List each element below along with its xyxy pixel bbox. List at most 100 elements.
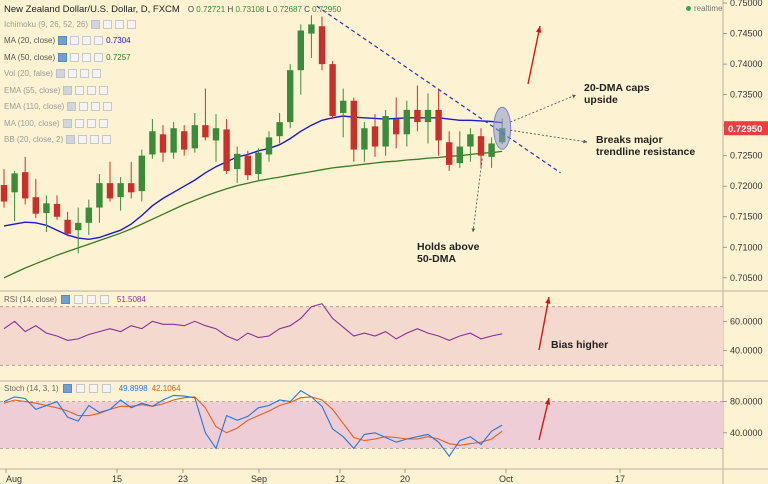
indicator-value: 0.7257 — [106, 52, 131, 62]
ohlc-close-key: C — [304, 5, 310, 14]
stoch-legend: Stoch (14, 3, 1) 49.8998 42.1064 — [4, 384, 181, 393]
candle-body — [234, 153, 241, 170]
rsi-legend: RSI (14, close) 51.5084 — [4, 295, 146, 304]
remove-icon[interactable] — [87, 85, 97, 95]
candle-body — [75, 222, 82, 231]
bias-arrow-rsi — [538, 296, 550, 351]
visibility-toggle-icon[interactable] — [91, 19, 101, 29]
more-icon[interactable] — [98, 118, 108, 128]
rsi-label[interactable]: RSI (14, close) — [4, 295, 57, 304]
settings-icon[interactable] — [103, 19, 113, 29]
indicator-name[interactable]: EMA (110, close) — [4, 102, 65, 111]
indicator-value: 0.7304 — [106, 36, 131, 45]
candle-body — [212, 128, 220, 141]
remove-icon[interactable] — [79, 69, 89, 78]
rsi-visibility-icon[interactable] — [60, 295, 70, 304]
bias-arrow-stoch — [538, 397, 550, 441]
candle-body — [181, 131, 188, 150]
settings-icon[interactable] — [70, 36, 80, 45]
stoch-more-icon[interactable] — [101, 384, 111, 393]
current-price-tag — [724, 121, 768, 136]
visibility-toggle-icon[interactable] — [62, 118, 72, 128]
indicator-name[interactable]: Vol (20, false) — [4, 69, 53, 78]
annotation-bias-higher-line: Bias higher — [551, 339, 608, 351]
indicator-row[interactable]: MA (20, close) 0.7304 — [4, 35, 131, 47]
settings-icon[interactable] — [70, 52, 80, 62]
ohlc-open-key: O — [187, 5, 195, 14]
indicator-row[interactable]: MA (100, close) — [4, 117, 108, 129]
settings-icon[interactable] — [75, 85, 85, 95]
indicator-row[interactable]: MA (50, close) 0.7257 — [4, 51, 131, 63]
candle-body — [329, 64, 336, 116]
annotation-breaks-trendline-line: trendline resistance — [596, 146, 695, 158]
stoch-settings-icon[interactable] — [75, 384, 85, 393]
more-icon[interactable] — [103, 102, 113, 111]
visibility-toggle-icon[interactable] — [55, 69, 65, 78]
indicator-name[interactable]: MA (50, close) — [4, 52, 56, 62]
indicator-row[interactable]: Ichimoku (9, 26, 52, 26) — [4, 18, 137, 30]
visibility-toggle-icon[interactable] — [58, 36, 68, 45]
stoch-label[interactable]: Stoch (14, 3, 1) — [4, 384, 59, 393]
candle-body — [488, 143, 495, 157]
stoch-remove-icon[interactable] — [88, 384, 98, 393]
candle-body — [371, 126, 379, 147]
indicator-name[interactable]: Ichimoku (9, 26, 52, 26) — [4, 19, 89, 29]
stoch-tick-label: 40.0000 — [730, 428, 763, 438]
visibility-toggle-icon[interactable] — [63, 85, 73, 95]
candle-body — [32, 197, 39, 214]
annotation-holds-50dma-line: Holds above — [417, 241, 480, 253]
remove-icon[interactable] — [82, 52, 92, 62]
indicator-name[interactable]: MA (20, close) — [4, 36, 56, 45]
symbol-title[interactable]: New Zealand Dollar/U.S. Dollar, D, FXCM — [4, 4, 180, 15]
stoch-visibility-icon[interactable] — [62, 384, 72, 393]
visibility-toggle-icon[interactable] — [58, 52, 68, 62]
candle-body — [96, 183, 103, 208]
rsi-more-icon[interactable] — [99, 295, 109, 304]
trendline-resistance — [316, 5, 561, 174]
candle-body — [43, 203, 50, 214]
settings-icon[interactable] — [67, 69, 77, 78]
indicator-row[interactable]: EMA (110, close) — [4, 101, 113, 113]
bias-arrow-stoch-head — [544, 398, 551, 405]
time-tick-label: 12 — [335, 474, 345, 484]
indicator-name[interactable]: BB (20, close, 2) — [4, 135, 64, 144]
more-icon[interactable] — [127, 19, 137, 29]
candle-body — [265, 137, 273, 155]
rsi-settings-icon[interactable] — [73, 295, 83, 304]
settings-icon[interactable] — [79, 102, 89, 111]
indicator-name[interactable]: EMA (55, close) — [4, 85, 61, 95]
more-icon[interactable] — [102, 135, 112, 144]
more-icon[interactable] — [94, 36, 104, 45]
remove-icon[interactable] — [91, 102, 101, 111]
settings-icon[interactable] — [74, 118, 84, 128]
candle-body — [424, 109, 432, 123]
rsi-remove-icon[interactable] — [86, 295, 96, 304]
more-icon[interactable] — [99, 85, 109, 95]
ma50-line — [3, 150, 503, 279]
indicator-name[interactable]: MA (100, close) — [4, 118, 60, 128]
realtime-dot-icon — [686, 6, 691, 11]
annotation-breaks-trendline-line: Breaks major — [596, 134, 663, 146]
time-tick-label: 23 — [178, 474, 188, 484]
annotation-holds-50dma-line: 50-DMA — [417, 253, 457, 265]
remove-icon[interactable] — [86, 118, 96, 128]
visibility-toggle-icon[interactable] — [66, 135, 76, 144]
settings-icon[interactable] — [78, 135, 88, 144]
indicator-row[interactable]: BB (20, close, 2) — [4, 134, 112, 146]
more-icon[interactable] — [94, 52, 104, 62]
ohlc-high-key: H — [227, 5, 234, 14]
candle-body — [308, 24, 315, 34]
candle-body — [350, 100, 357, 150]
visibility-toggle-icon[interactable] — [67, 102, 77, 111]
candle-body — [276, 122, 283, 137]
indicator-row[interactable]: EMA (55, close) — [4, 84, 109, 96]
remove-icon[interactable] — [82, 36, 92, 45]
callout-arrow-trendline-head — [583, 139, 587, 144]
remove-icon[interactable] — [90, 135, 100, 144]
candle-body — [191, 125, 198, 149]
indicator-row[interactable]: Vol (20, false) — [4, 68, 101, 80]
ohlc-low: 0.72687 — [273, 5, 302, 14]
more-icon[interactable] — [91, 69, 101, 78]
remove-icon[interactable] — [115, 19, 125, 29]
